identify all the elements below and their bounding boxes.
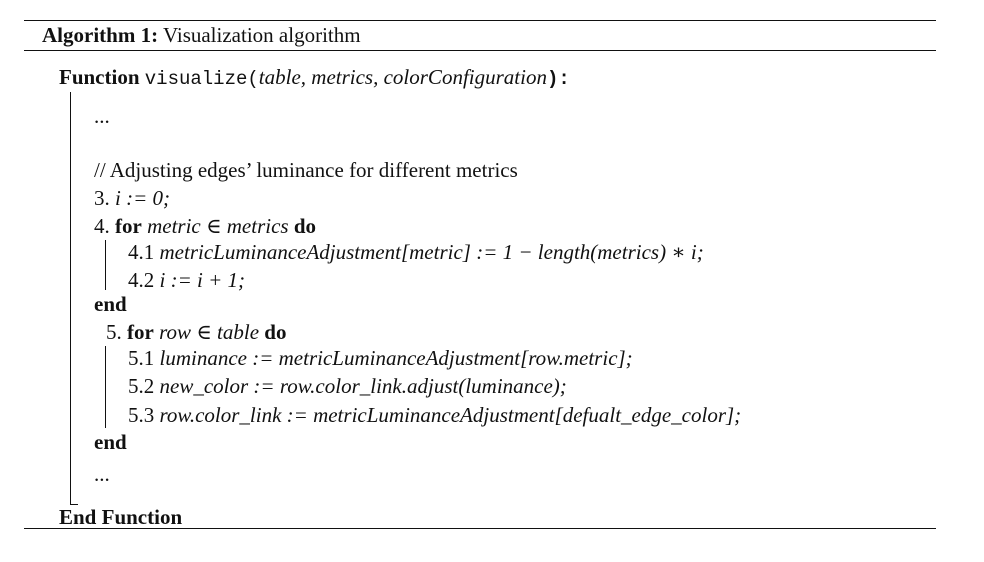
line-3: 3. i := 0; [94,186,170,210]
function-close: ): [546,68,570,90]
function-params: table, metrics, colorConfiguration [258,65,547,89]
line-3-number: 3. [94,186,110,210]
line-4-2-number: 4.2 [128,268,155,292]
comment-line: // Adjusting edges’ luminance for differ… [94,158,518,182]
line-5-2-code: new_color := row.color_link.adjust(lumin… [159,374,567,398]
algorithm-caption: Algorithm 1: Visualization algorithm [42,23,361,47]
end-loop-2: end [94,430,127,454]
function-open-paren: ( [247,68,259,90]
line-5-number: 5. [106,320,122,344]
line-4-do-keyword: do [293,214,317,238]
function-body-tick [70,504,78,505]
function-keyword: Function [59,65,140,89]
line-4-1-code: metricLuminanceAdjustment[metric] := 1 −… [159,240,704,264]
bottom-rule [24,528,936,529]
line-4: 4. for metric ∈ metrics do [94,214,316,238]
line-5-1-code: luminance := metricLuminanceAdjustment[r… [159,346,633,370]
line-5-condition: row ∈ table [159,320,260,344]
line-5: 5. for row ∈ table do [106,320,286,344]
ellipsis-top: ... [94,104,110,128]
line-4-1: 4.1 metricLuminanceAdjustment[metric] :=… [128,240,704,264]
function-signature: Function visualize(table, metrics, color… [59,65,570,91]
loop-2-body-bar [105,346,106,428]
line-5-for-keyword: for [127,320,154,344]
line-4-condition: metric ∈ metrics [147,214,289,238]
line-4-for-keyword: for [115,214,142,238]
line-3-code: i := 0; [115,186,170,210]
algorithm-title: Visualization algorithm [162,23,361,47]
line-4-2: 4.2 i := i + 1; [128,268,245,292]
line-4-1-number: 4.1 [128,240,155,264]
end-function: End Function [59,505,183,529]
line-5-3: 5.3 row.color_link := metricLuminanceAdj… [128,403,741,427]
loop-1-body-bar [105,240,106,290]
line-5-do-keyword: do [264,320,287,344]
line-5-1-number: 5.1 [128,346,155,370]
end-loop-1: end [94,292,127,316]
algorithm-label: Algorithm 1: [42,23,159,47]
function-name: visualize [144,68,248,90]
line-5-3-number: 5.3 [128,403,155,427]
line-5-3-code: row.color_link := metricLuminanceAdjustm… [159,403,742,427]
line-4-2-code: i := i + 1; [159,268,246,292]
line-5-2: 5.2 new_color := row.color_link.adjust(l… [128,374,567,398]
top-rule [24,20,936,21]
ellipsis-bottom: ... [94,462,110,486]
line-5-1: 5.1 luminance := metricLuminanceAdjustme… [128,346,633,370]
function-body-bar [70,92,71,504]
line-4-number: 4. [94,214,110,238]
caption-rule [24,50,936,51]
line-5-2-number: 5.2 [128,374,155,398]
